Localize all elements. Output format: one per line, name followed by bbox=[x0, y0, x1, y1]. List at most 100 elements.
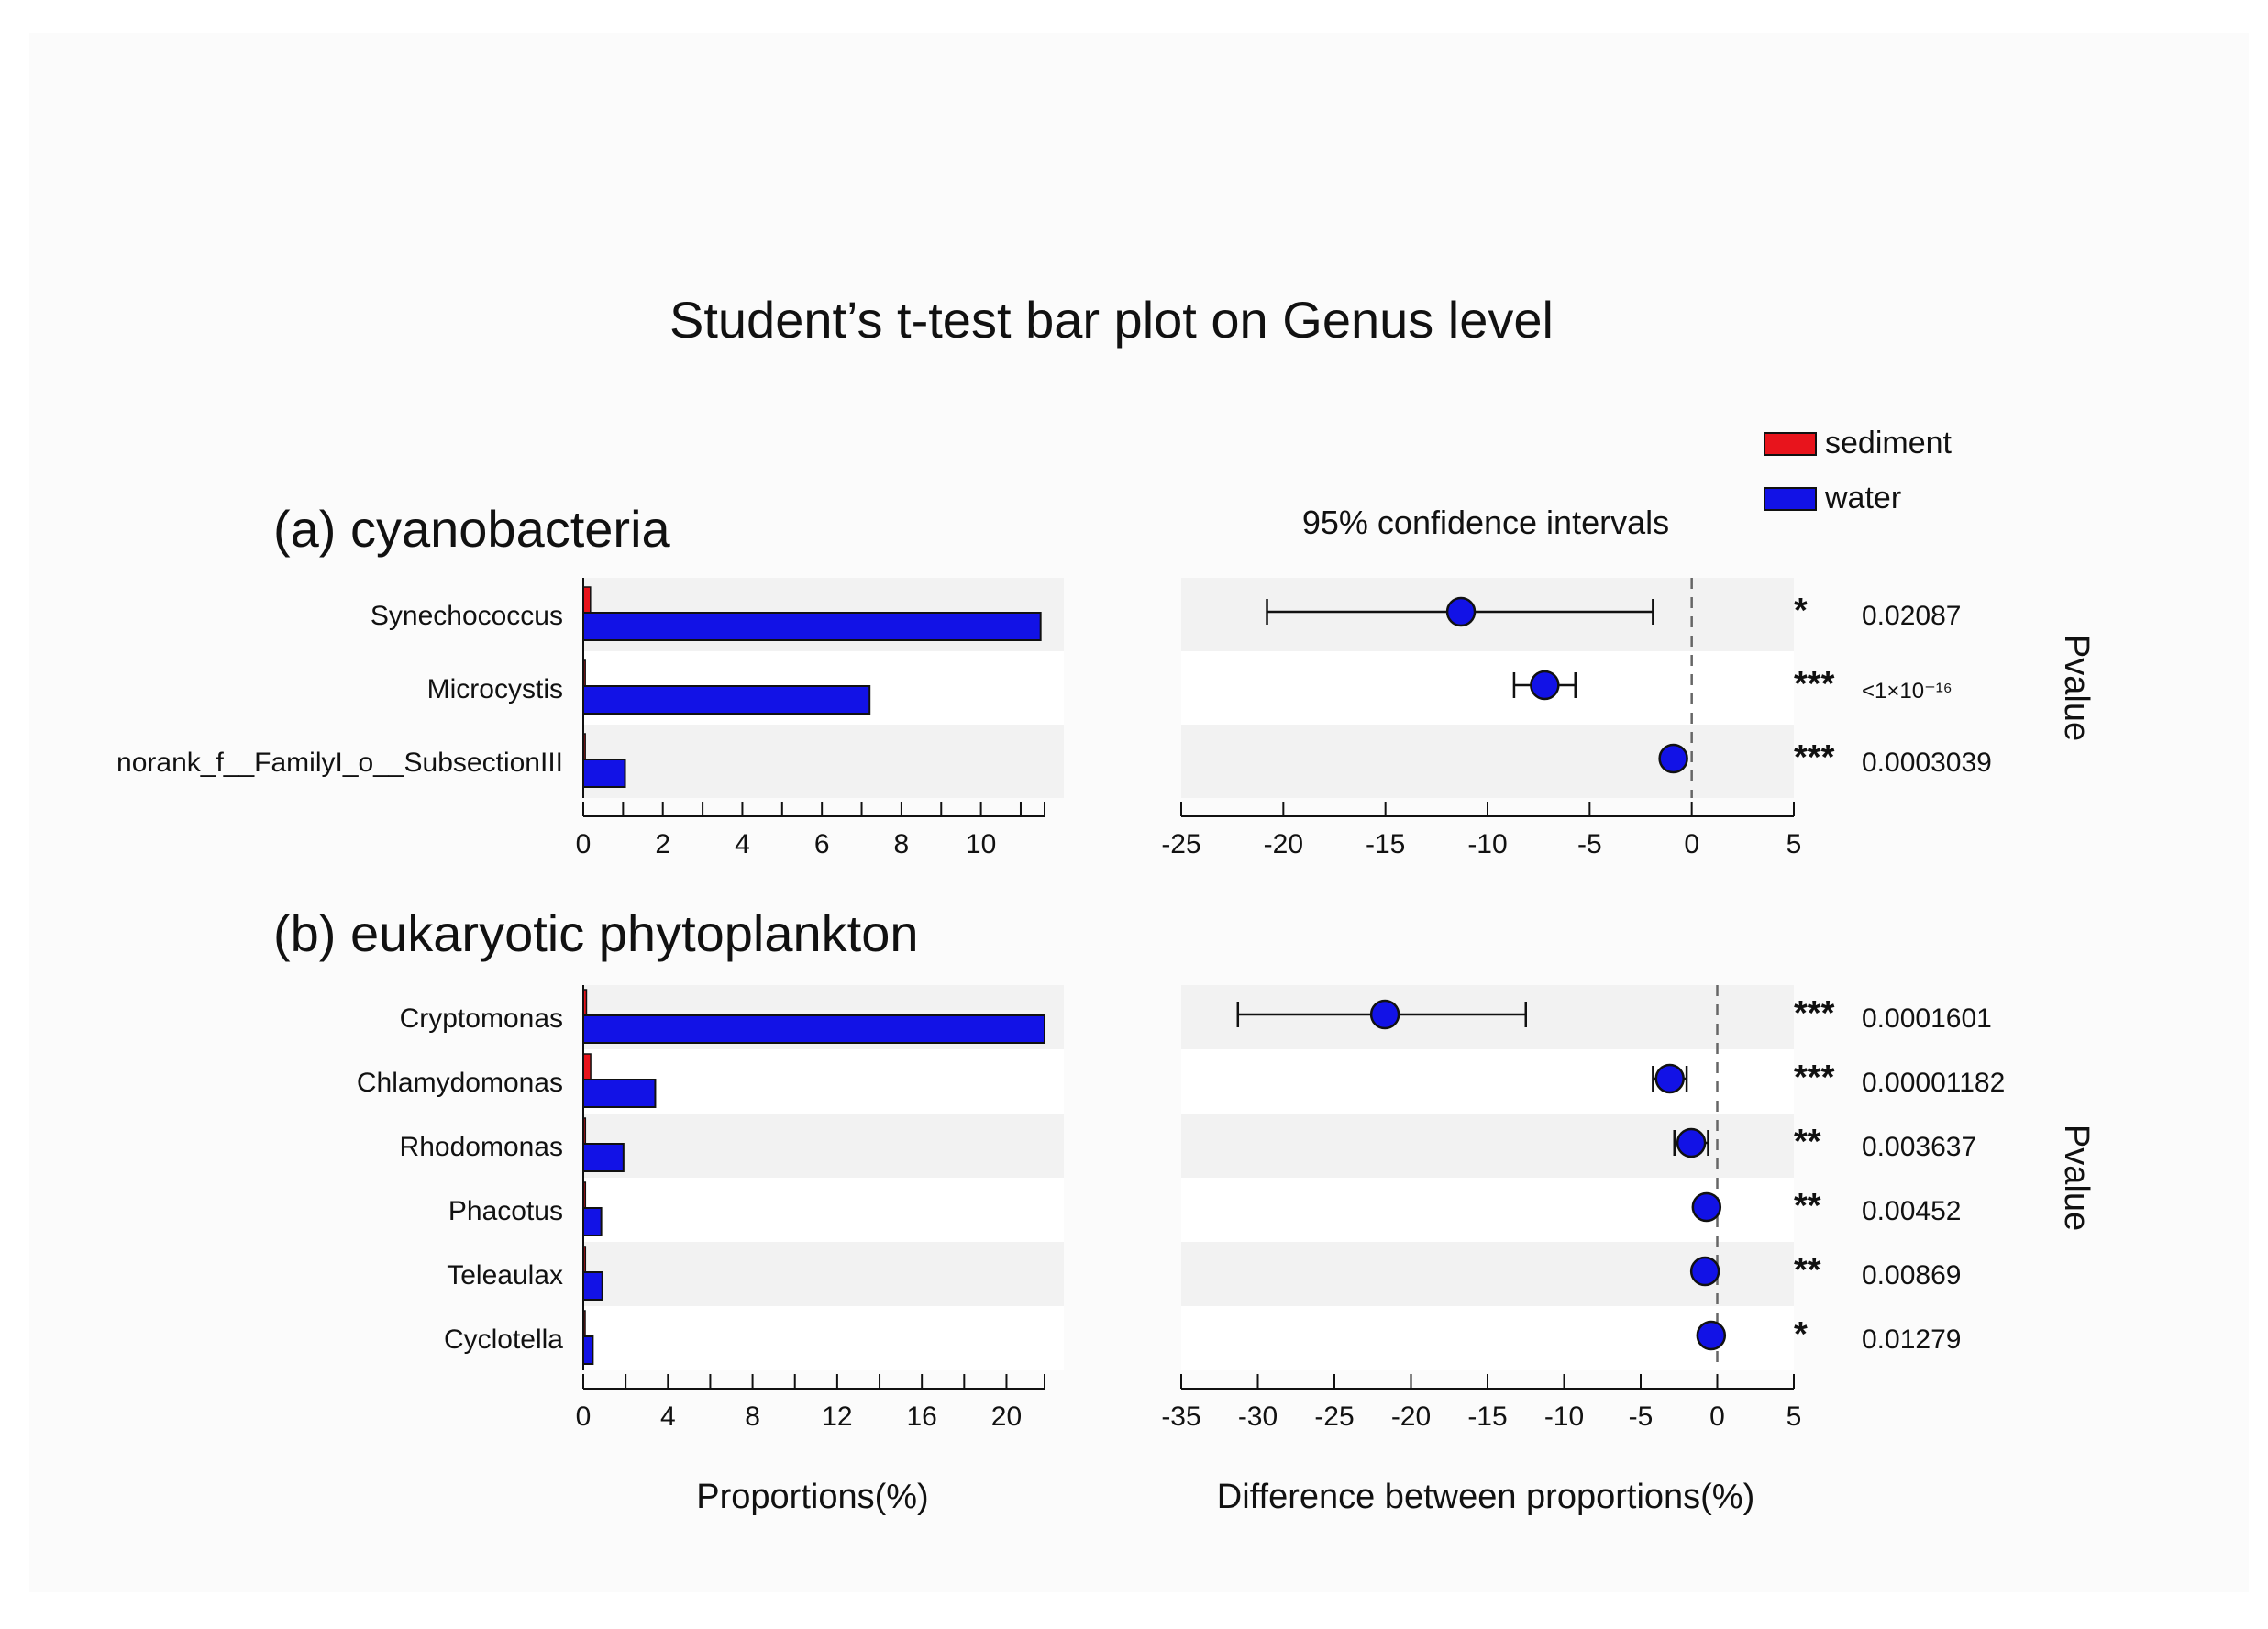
bar-water bbox=[582, 1143, 625, 1172]
significance-stars: *** bbox=[1794, 665, 1835, 704]
panel-a: (a) cyanobacteria Synechococcus Microcyst… bbox=[116, 500, 2096, 859]
category-label: Chlamydomonas bbox=[357, 1068, 563, 1098]
bar-x-tick-label: 20 bbox=[991, 1402, 1022, 1432]
legend-swatch-water bbox=[1764, 487, 1817, 511]
ci-point bbox=[1445, 596, 1477, 627]
ci-x-tick-label: -25 bbox=[1314, 1402, 1354, 1432]
ci-x-tick-label: 0 bbox=[1684, 829, 1699, 859]
panel-a-category-labels: Synechococcus Microcystis norank_f__Family… bbox=[116, 601, 563, 778]
legend: sediment water bbox=[1764, 426, 1953, 515]
panel-a-bars bbox=[582, 586, 1042, 788]
panel-a-pvalues: 0.02087 <1×10⁻¹⁶ 0.0003039 bbox=[1862, 601, 1992, 778]
panel-b-category-labels: Cryptomonas Chlamydomonas Rhodomonas Phacot… bbox=[357, 1003, 563, 1355]
ci-row-band bbox=[1181, 1178, 1794, 1242]
p-value: 0.0001601 bbox=[1862, 1003, 1992, 1034]
ci-x-tick-label: -15 bbox=[1366, 829, 1405, 859]
ci-x-tick-label: -25 bbox=[1161, 829, 1200, 859]
category-label: Phacotus bbox=[448, 1196, 563, 1226]
panel-a-ci-axis: -25 -20 -15 -10 -5 0 5 bbox=[1161, 802, 1801, 859]
ci-x-tick-label: -10 bbox=[1544, 1402, 1584, 1432]
significance-stars: * bbox=[1794, 1315, 1808, 1354]
panel-b-bars bbox=[582, 989, 1045, 1365]
bar-water bbox=[582, 1079, 657, 1108]
category-label: norank_f__FamilyI_o__SubsectionIII bbox=[116, 748, 563, 778]
bar-row-band bbox=[583, 725, 1064, 798]
ci-point bbox=[1691, 1191, 1722, 1223]
panel-a-title: (a) cyanobacteria bbox=[273, 500, 671, 558]
ci-x-tick-label: 5 bbox=[1787, 829, 1802, 859]
significance-stars: *** bbox=[1794, 1058, 1835, 1097]
category-label: Cryptomonas bbox=[400, 1003, 563, 1034]
bar-x-tick-label: 8 bbox=[894, 829, 910, 859]
bar-x-tick-label: 16 bbox=[906, 1402, 936, 1432]
bar-water bbox=[582, 1207, 603, 1236]
panel-b: (b) eukaryotic phytoplankton Cryptomonas… bbox=[273, 904, 2096, 1432]
bar-water bbox=[582, 685, 871, 715]
category-label: Synechococcus bbox=[371, 601, 563, 631]
ci-row-band bbox=[1181, 725, 1794, 798]
bar-row-band bbox=[583, 1049, 1064, 1114]
ci-x-tick-label: 0 bbox=[1709, 1402, 1725, 1432]
bar-sediment bbox=[582, 586, 592, 614]
ci-x-tick-label: -35 bbox=[1161, 1402, 1200, 1432]
ci-row-band bbox=[1181, 651, 1794, 725]
legend-label-sediment: sediment bbox=[1825, 426, 1953, 460]
panel-a-pvalue-label: Pvalue bbox=[2057, 635, 2096, 741]
panel-b-title: (b) eukaryotic phytoplankton bbox=[273, 904, 919, 962]
category-label: Teleaulax bbox=[447, 1260, 563, 1291]
ci-point bbox=[1689, 1256, 1720, 1287]
p-value: 0.00452 bbox=[1862, 1196, 1961, 1226]
significance-stars: * bbox=[1794, 592, 1808, 630]
ci-point bbox=[1530, 670, 1560, 701]
ci-point bbox=[1696, 1320, 1727, 1351]
p-value: 0.01279 bbox=[1862, 1324, 1961, 1355]
chart-title: Student’s t-test bar plot on Genus level bbox=[669, 291, 1554, 349]
p-value: 0.0003039 bbox=[1862, 748, 1992, 778]
ci-row-band bbox=[1181, 578, 1794, 651]
significance-stars: *** bbox=[1794, 994, 1835, 1033]
panel-b-pvalue-label: Pvalue bbox=[2057, 1125, 2096, 1231]
bar-x-tick-label: 4 bbox=[660, 1402, 676, 1432]
ci-x-tick-label: -10 bbox=[1467, 829, 1507, 859]
legend-label-water: water bbox=[1824, 481, 1901, 515]
bar-x-tick-label: 8 bbox=[745, 1402, 760, 1432]
ci-x-tick-label: -15 bbox=[1467, 1402, 1507, 1432]
x-axis-label-difference: Difference between proportions(%) bbox=[1217, 1478, 1755, 1516]
bar-water bbox=[582, 1271, 603, 1301]
ci-x-tick-label: -20 bbox=[1264, 829, 1303, 859]
panel-a-ci-plot bbox=[1266, 578, 1693, 798]
panel-b-ci-plot bbox=[1236, 985, 1727, 1370]
p-value: 0.003637 bbox=[1862, 1132, 1976, 1162]
panel-b-bar-axis: 0 4 8 12 16 20 bbox=[576, 985, 1045, 1432]
ci-title: 95% confidence intervals bbox=[1302, 504, 1669, 541]
panel-a-stars: ******* bbox=[1794, 592, 1835, 777]
bar-x-tick-label: 0 bbox=[576, 829, 592, 859]
panel-a-bar-axis: 0 2 4 6 8 10 bbox=[576, 578, 1045, 859]
bar-x-tick-label: 2 bbox=[655, 829, 670, 859]
ci-point bbox=[1654, 1063, 1685, 1094]
x-axis-label-proportions: Proportions(%) bbox=[696, 1478, 928, 1516]
bar-row-band bbox=[583, 1306, 1064, 1370]
panel-b-pvalues: 0.0001601 0.00001182 0.003637 0.00452 0.0086… bbox=[1862, 1003, 2005, 1355]
ci-row-band bbox=[1181, 1049, 1794, 1114]
ci-row-band bbox=[1181, 1306, 1794, 1370]
bar-row-band bbox=[583, 1114, 1064, 1178]
significance-stars: ** bbox=[1794, 1251, 1821, 1290]
ci-point bbox=[1676, 1127, 1707, 1158]
bar-x-tick-label: 10 bbox=[966, 829, 996, 859]
bar-x-tick-label: 0 bbox=[576, 1402, 592, 1432]
ci-x-tick-label: -30 bbox=[1238, 1402, 1278, 1432]
significance-stars: ** bbox=[1794, 1187, 1821, 1225]
ci-x-tick-label: -5 bbox=[1577, 829, 1602, 859]
ci-x-tick-label: 5 bbox=[1787, 1402, 1802, 1432]
p-value: <1×10⁻¹⁶ bbox=[1862, 679, 1953, 704]
bar-x-tick-label: 4 bbox=[735, 829, 750, 859]
category-label: Cyclotella bbox=[444, 1324, 563, 1355]
bar-water bbox=[582, 1335, 594, 1365]
p-value: 0.00001182 bbox=[1862, 1068, 2005, 1098]
bar-sediment bbox=[582, 1053, 592, 1080]
panel-b-stars: ************* bbox=[1794, 994, 1835, 1354]
significance-stars: ** bbox=[1794, 1123, 1821, 1161]
bar-water bbox=[582, 1014, 1045, 1044]
